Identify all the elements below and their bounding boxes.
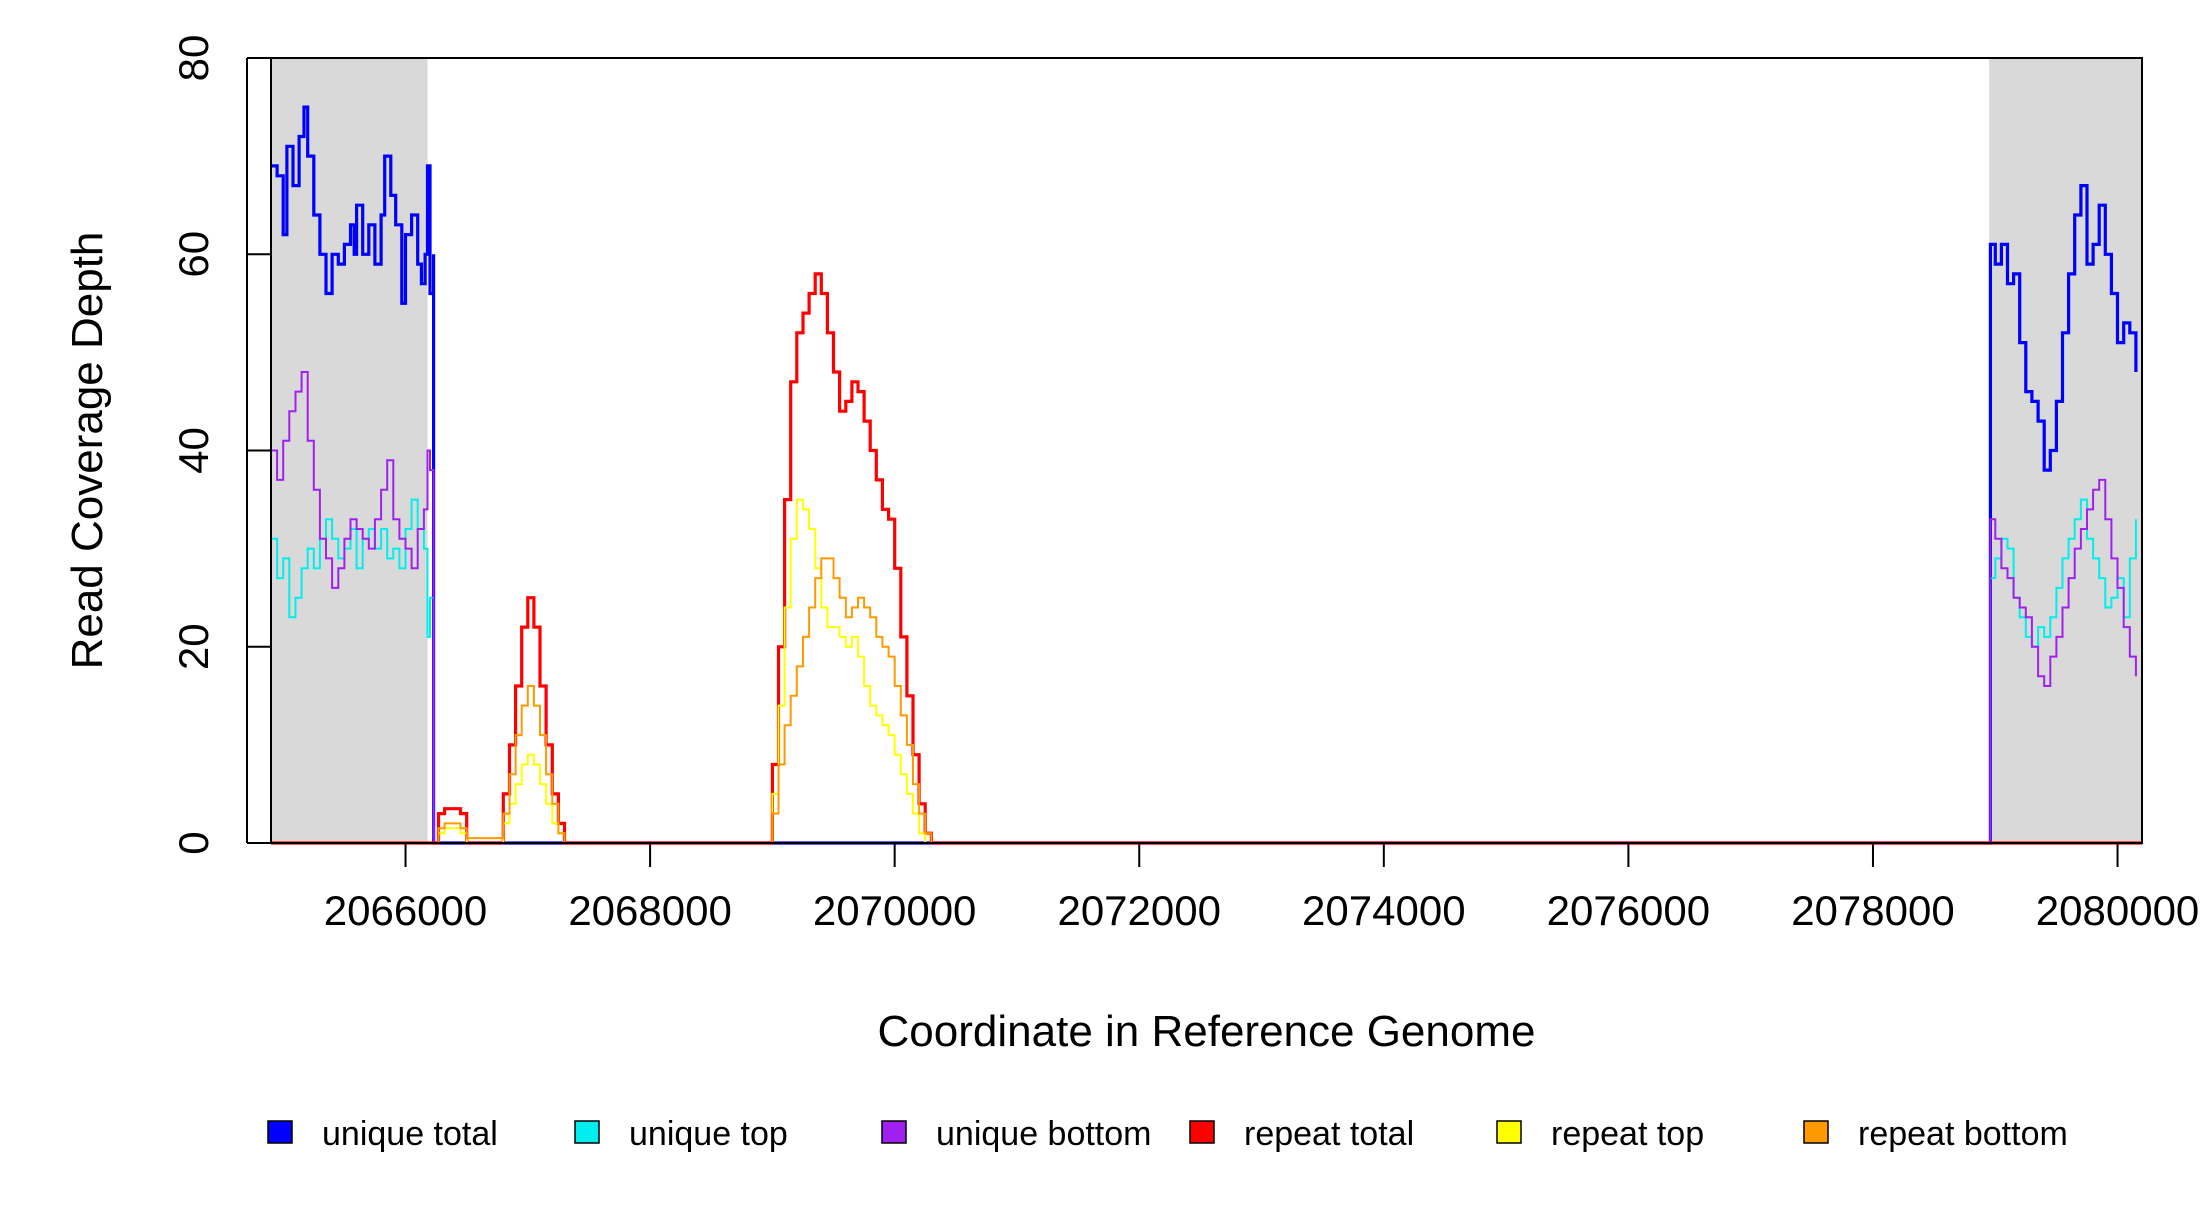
x-axis-title: Coordinate in Reference Genome [878,1007,1536,1056]
y-tick-label-20: 20 [170,623,217,670]
legend-swatch-unique-total [267,1120,293,1144]
x-tick-label-2066000: 2066000 [324,887,488,934]
series-lines [271,105,2142,845]
y-tick-label-60: 60 [170,231,217,278]
legend-swatch-repeat-total [1189,1120,1215,1144]
legend-label-repeat-total: repeat total [1244,1115,1414,1153]
series-line-unique-bottom [271,371,2137,844]
plot-frame [270,57,2143,844]
shaded-region-2 [1989,58,2142,843]
series-line-repeat-bottom [271,557,2142,844]
x-tick-label-2076000: 2076000 [1547,887,1711,934]
legend-label-repeat-top: repeat top [1551,1115,1704,1153]
y-tick-label-0: 0 [170,831,217,854]
legend: unique total unique top unique bottom repea… [267,1115,2068,1153]
legend-label-unique-bottom: unique bottom [936,1115,1152,1153]
legend-swatch-unique-bottom [881,1120,907,1144]
x-tick-label-2078000: 2078000 [1791,887,1955,934]
series-line-repeat-total [271,272,2142,845]
legend-swatch-unique-top [574,1120,600,1144]
x-tick-label-2074000: 2074000 [1302,887,1466,934]
series-line-unique-total [271,105,2138,845]
legend-swatch-repeat-top [1496,1120,1522,1144]
legend-label-unique-top: unique top [629,1115,788,1153]
axes: 2066000 2068000 2070000 2072000 2074000 20760… [170,35,2199,934]
y-tick-label-40: 40 [170,427,217,474]
shaded-region-1 [271,58,428,843]
y-tick-label-80: 80 [170,35,217,82]
x-tick-label-2080000: 2080000 [2036,887,2200,934]
series-line-repeat-top [271,498,2142,844]
x-tick-label-2068000: 2068000 [568,887,732,934]
legend-swatch-repeat-bottom [1803,1120,1829,1144]
x-tick-label-2070000: 2070000 [813,887,977,934]
legend-label-repeat-bottom: repeat bottom [1858,1115,2068,1153]
y-axis-title: Read Coverage Depth [63,232,112,670]
x-tick-label-2072000: 2072000 [1057,887,1221,934]
series-line-unique-top [271,498,2137,844]
legend-label-unique-total: unique total [322,1115,498,1153]
shaded-regions [271,58,2142,843]
